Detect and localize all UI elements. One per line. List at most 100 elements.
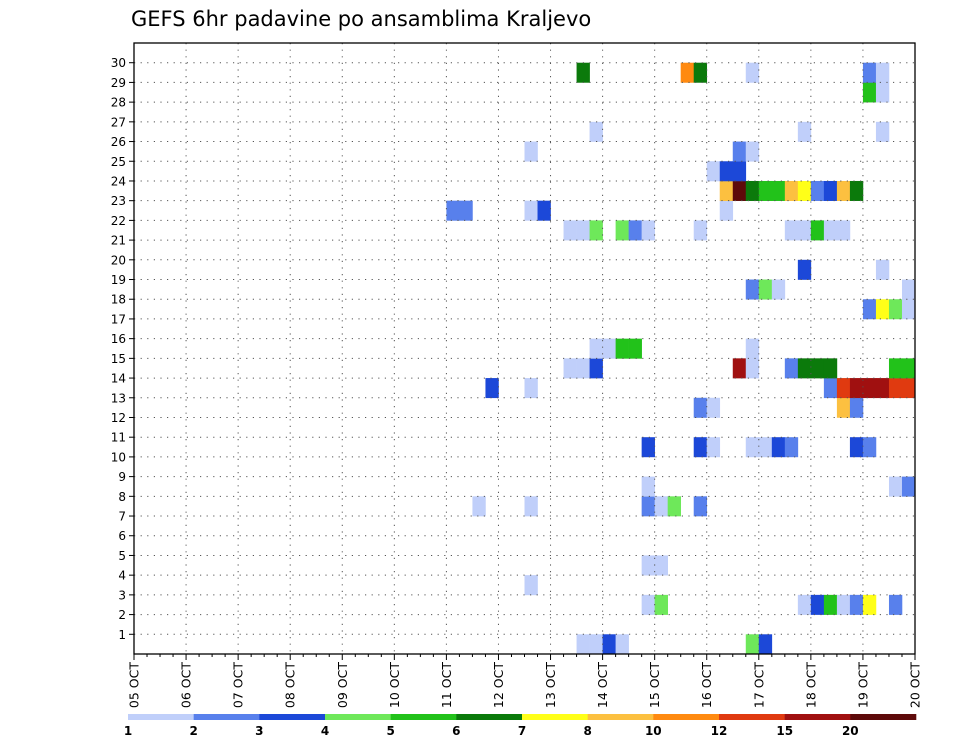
heatmap-cell (771, 279, 786, 300)
heatmap-cell (576, 358, 590, 379)
heatmap-cell (823, 378, 838, 399)
heatmap-cell (524, 575, 538, 596)
x-tick-label: 15 OCT (647, 662, 662, 708)
y-tick-label: 12 (111, 411, 126, 425)
y-tick-label: 9 (118, 470, 126, 484)
heatmap-cell (654, 496, 668, 517)
x-axis: 05 OCT 06 OCT 07 OCT 08 OCT 09 OCT 10 OCT 11 O… (127, 654, 923, 708)
y-tick-label: 3 (118, 588, 126, 602)
y-tick-label: 16 (111, 332, 126, 346)
heatmap-cell (589, 121, 603, 142)
heatmap-cell (641, 594, 655, 615)
x-tick-label: 11 OCT (439, 662, 454, 708)
colorbar-swatch (522, 714, 588, 720)
heatmap-cell (745, 62, 760, 83)
heatmap-cell (719, 200, 734, 221)
heatmap-cell (888, 476, 903, 497)
colorbar-swatch (653, 714, 720, 720)
heatmap-cell (875, 259, 890, 280)
colorbar-label: 8 (584, 724, 592, 738)
heatmap-cell (875, 299, 890, 320)
heatmap-cell (797, 358, 812, 379)
heatmap-cell (719, 180, 734, 201)
colorbar-swatch (587, 714, 654, 720)
heatmap-cell (719, 161, 734, 182)
y-tick-label: 22 (111, 214, 126, 228)
heatmap-cell (524, 496, 538, 517)
y-tick-label: 23 (111, 194, 126, 208)
y-tick-label: 17 (111, 312, 126, 326)
x-tick-label: 10 OCT (387, 662, 402, 708)
heatmap-cell (784, 180, 799, 201)
colorbar-swatch (128, 714, 194, 720)
heatmap-cell (576, 62, 590, 83)
heatmap-cell (901, 299, 916, 320)
heatmap-cell (615, 634, 629, 655)
heatmap-cell (849, 437, 864, 458)
heatmap-cell (641, 220, 655, 241)
heatmap-cell (628, 220, 642, 241)
y-tick-label: 25 (111, 155, 126, 169)
heatmap-cell (654, 594, 668, 615)
heatmap-cell (862, 378, 877, 399)
heatmap-cell (602, 634, 616, 655)
heatmap-cell (693, 220, 708, 241)
x-tick-label: 12 OCT (491, 662, 506, 708)
heatmap-cell (823, 358, 838, 379)
heatmap-cell (875, 121, 890, 142)
heatmap-cell (641, 437, 655, 458)
heatmap-cell (862, 62, 877, 83)
heatmap-cell (784, 437, 799, 458)
y-tick-label: 14 (111, 372, 126, 386)
heatmap-cell (849, 180, 864, 201)
heatmap-cell (589, 358, 603, 379)
heatmap-cell (745, 279, 760, 300)
y-tick-label: 18 (111, 293, 126, 307)
colorbar-label: 2 (190, 724, 198, 738)
heatmap-cell (862, 299, 877, 320)
colorbar-swatch (259, 714, 326, 720)
heatmap-cell (732, 141, 747, 162)
heatmap-cell (745, 358, 760, 379)
colorbar-label: 6 (452, 724, 460, 738)
colorbar-swatch (325, 714, 391, 720)
heatmap-cell (810, 358, 825, 379)
heatmap-cell (446, 200, 460, 221)
heatmap-cell (693, 496, 708, 517)
heatmap-cell (836, 594, 851, 615)
y-tick-label: 4 (118, 569, 126, 583)
heatmap-cell (758, 437, 773, 458)
heatmap-cell (810, 180, 825, 201)
heatmap-cell (745, 141, 760, 162)
heatmap-cell (563, 358, 577, 379)
y-axis: 1234567891011121314151617181920212223242… (111, 56, 134, 642)
heatmap-cell (862, 594, 877, 615)
heatmap-cell (667, 496, 681, 517)
y-tick-label: 6 (118, 529, 126, 543)
y-tick-label: 30 (111, 56, 126, 70)
y-tick-label: 15 (111, 352, 126, 366)
heatmap-cell (576, 220, 590, 241)
x-tick-label: 06 OCT (179, 662, 194, 708)
x-tick-label: 19 OCT (855, 662, 870, 708)
heatmap-cell (706, 397, 721, 418)
heatmap-cell (836, 220, 851, 241)
heatmap-cell (875, 378, 890, 399)
heatmap-cell (693, 437, 708, 458)
heatmap-cell (485, 378, 499, 399)
y-tick-label: 5 (118, 549, 126, 563)
heatmap-cell (628, 338, 642, 359)
heatmap-cell (563, 220, 577, 241)
heatmap-cell (862, 437, 877, 458)
heatmap-cell (823, 220, 838, 241)
colorbar-label: 1 (124, 724, 132, 738)
heatmap-cell (797, 594, 812, 615)
colorbar-swatch (456, 714, 523, 720)
heatmap-cells (446, 62, 916, 655)
heatmap-cell (524, 141, 538, 162)
x-tick-label: 05 OCT (127, 662, 142, 708)
y-tick-label: 29 (111, 76, 126, 90)
heatmap-cell (862, 82, 877, 103)
x-tick-label: 09 OCT (335, 662, 350, 708)
heatmap-cell (888, 594, 903, 615)
